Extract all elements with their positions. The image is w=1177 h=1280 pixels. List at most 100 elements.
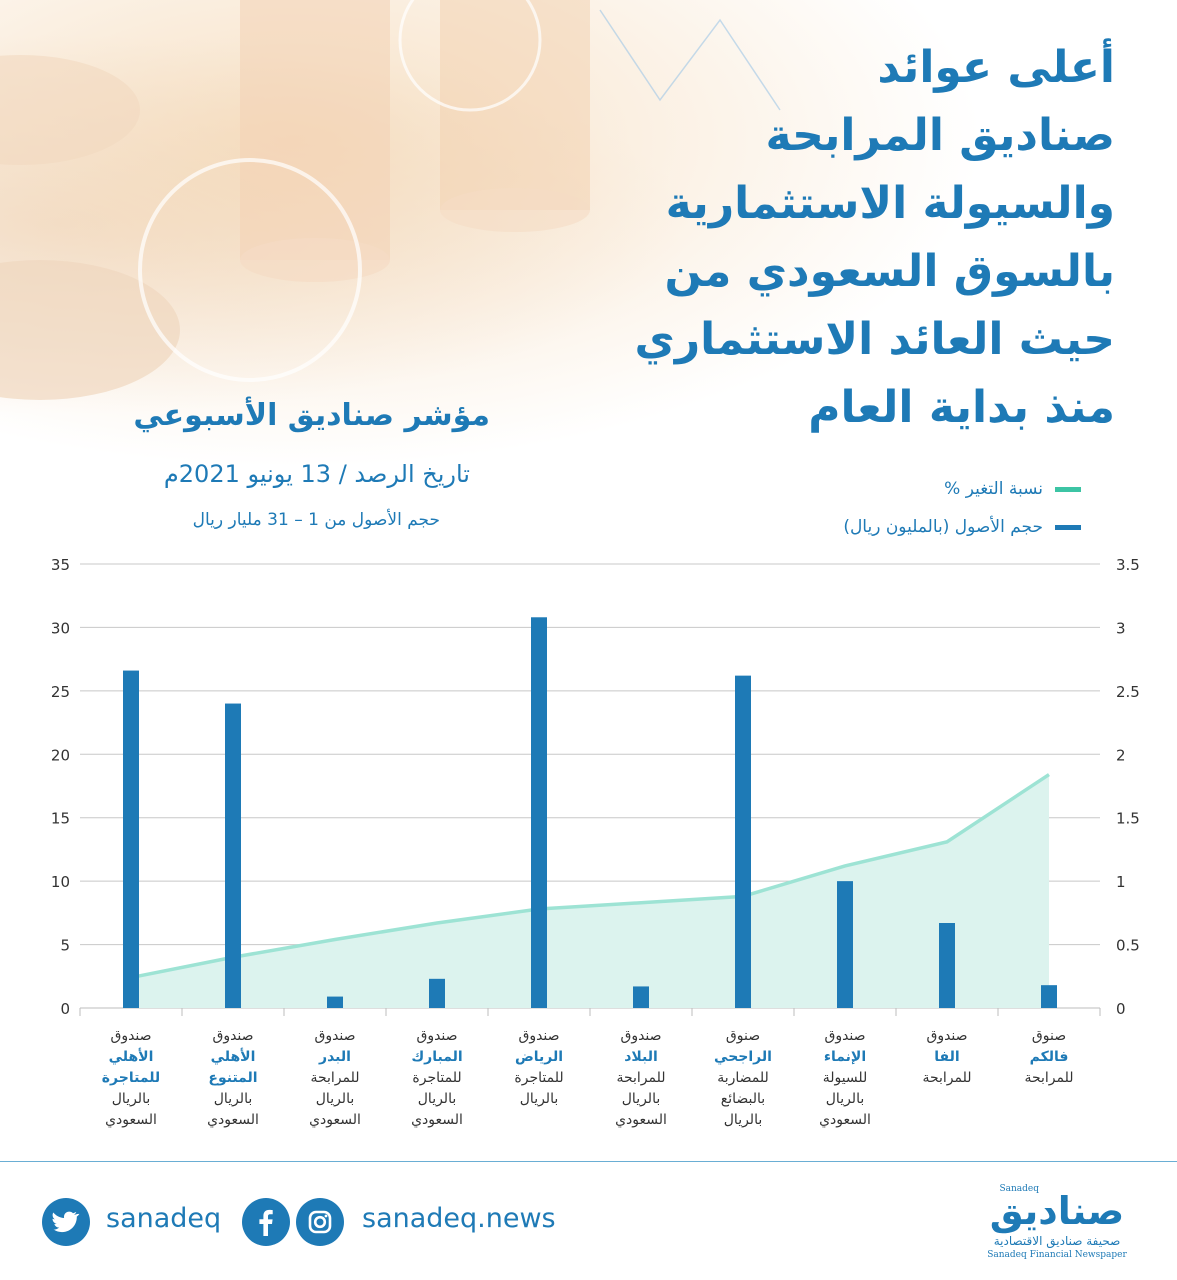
logo-subtitle: صحيفة صناديق الاقتصادية	[993, 1234, 1121, 1248]
category-label-line: للمتاجرة	[101, 1070, 161, 1086]
category-label-line: فالكم	[1029, 1049, 1069, 1065]
website-link[interactable]: sanadeq.news	[362, 1203, 556, 1234]
category-label-line: صندوق	[416, 1028, 458, 1044]
footer-divider	[0, 1161, 1177, 1162]
y-tick-left: 5	[60, 937, 70, 955]
logo-english: Sanadeq Financial Newspaper	[987, 1250, 1127, 1260]
category-label-line: بالريال	[723, 1112, 763, 1128]
category-label-line: بالريال	[417, 1091, 457, 1107]
coins-background-illustration	[0, 0, 781, 400]
category-label-line: المبارك	[411, 1049, 463, 1065]
category-label-line: للمرابحة	[922, 1070, 972, 1086]
category-label: صندوق الرياض للمتاجرة بالريال	[487, 1026, 591, 1110]
category-label-line: صنوق	[725, 1028, 761, 1044]
category-label-line: الراجحي	[714, 1049, 772, 1065]
headline-line: حيث العائد الاستثماري	[634, 314, 1116, 365]
category-label-line: البلاد	[624, 1049, 658, 1065]
logo-wordmark: صناديق	[989, 1189, 1125, 1233]
legend-item-change: نسبة التغير %	[761, 474, 1081, 504]
category-label-line: بالريال	[213, 1091, 253, 1107]
category-label-line: السعودي	[819, 1112, 871, 1128]
headline-line: منذ بداية العام	[808, 382, 1115, 433]
headline-line: صناديق المرابحة	[765, 110, 1115, 161]
category-label-line: للمرابحة	[616, 1070, 666, 1086]
y-tick-left: 15	[51, 810, 70, 828]
twitter-icon[interactable]	[42, 1198, 90, 1246]
y-tick-left: 35	[51, 556, 70, 574]
category-label-line: البدر	[319, 1049, 351, 1065]
y-tick-left: 0	[60, 1000, 70, 1018]
category-label-line: الإنماء	[823, 1049, 867, 1065]
category-label-line: صنوق	[1031, 1028, 1067, 1044]
asset-bar	[531, 617, 547, 1008]
category-label-line: بالريال	[825, 1091, 865, 1107]
asset-bar	[225, 703, 241, 1008]
y-tick-left: 10	[51, 873, 70, 891]
category-label-line: للمضاربة	[717, 1070, 769, 1086]
category-label-line: للمرابحة	[310, 1070, 360, 1086]
logo-tag: Sanadeq	[999, 1184, 1039, 1194]
category-label-line: بالريال	[519, 1091, 559, 1107]
category-label-line: للمتاجرة	[412, 1070, 462, 1086]
category-label-line: المتنوع	[208, 1070, 258, 1086]
category-label-line: الأهلي	[108, 1049, 154, 1065]
y-tick-right: 2	[1116, 746, 1126, 764]
y-tick-left: 20	[51, 746, 70, 764]
sanadeq-logo: Sanadeq صناديق صحيفة صناديق الاقتصادية S…	[977, 1184, 1137, 1266]
y-tick-right: 1	[1116, 873, 1126, 891]
category-label-line: بالريال	[621, 1091, 661, 1107]
category-label-line: صندوق	[518, 1028, 560, 1044]
y-tick-right: 0.5	[1116, 937, 1140, 955]
category-label-line: بالبضائع	[720, 1091, 766, 1107]
category-label-line: صندوق	[620, 1028, 662, 1044]
y-tick-right: 3.5	[1116, 556, 1140, 574]
legend-label-assets: حجم الأصول (بالمليون ريال)	[843, 517, 1043, 537]
category-label-line: للمتاجرة	[514, 1070, 564, 1086]
asset-bar	[633, 986, 649, 1008]
asset-bar	[429, 978, 445, 1008]
asset-bar	[1041, 985, 1057, 1008]
category-label-line: بالريال	[111, 1091, 151, 1107]
headline: أعلى عوائد صناديق المرابحة والسيولة الاس…	[555, 34, 1116, 442]
category-label: صنوق الراجحي للمضاربة بالبضائع بالريال	[691, 1026, 795, 1131]
category-label: صندوق الأهلي للمتاجرة بالريال السعودي	[79, 1026, 183, 1131]
y-tick-right: 0	[1116, 1000, 1126, 1018]
asset-bar	[837, 881, 853, 1008]
asset-range-note: حجم الأصول من 1 – 31 مليار ريال	[192, 510, 440, 530]
asset-bar	[939, 923, 955, 1008]
category-label: صنوق فالكم للمرابحة	[997, 1026, 1101, 1089]
asset-bar	[735, 675, 751, 1008]
category-label: صندوق البدر للمرابحة بالريال السعودي	[283, 1026, 387, 1131]
category-label-line: الفا	[934, 1049, 960, 1065]
category-label-line: صندوق	[926, 1028, 968, 1044]
category-label-line: للسيولة	[822, 1070, 868, 1086]
category-label: صندوق الفا للمرابحة	[895, 1026, 999, 1089]
category-label: صندوق البلاد للمرابحة بالريال السعودي	[589, 1026, 693, 1131]
category-label-line: السعودي	[411, 1112, 463, 1128]
category-label-line: السعودي	[207, 1112, 259, 1128]
category-label-line: صندوق	[110, 1028, 152, 1044]
asset-bar	[123, 670, 139, 1008]
headline-line: والسيولة الاستثمارية	[665, 178, 1115, 229]
category-label-line: بالريال	[315, 1091, 355, 1107]
twitter-handle[interactable]: sanadeq	[106, 1203, 222, 1234]
legend-swatch-change	[1055, 486, 1081, 492]
y-tick-right: 1.5	[1116, 810, 1140, 828]
change-area	[131, 774, 1049, 1008]
category-label-line: السعودي	[309, 1112, 361, 1128]
y-tick-right: 2.5	[1116, 683, 1140, 701]
category-label-line: الأهلي	[210, 1049, 256, 1065]
headline-line: أعلى عوائد	[877, 42, 1115, 93]
category-label-line: صندوق	[212, 1028, 254, 1044]
category-label-line: صندوق	[824, 1028, 866, 1044]
category-label: صندوق المبارك للمتاجرة بالريال السعودي	[385, 1026, 489, 1131]
category-label-line: السعودي	[105, 1112, 157, 1128]
facebook-icon[interactable]	[242, 1198, 290, 1246]
headline-line: بالسوق السعودي من	[664, 246, 1115, 297]
asset-bar	[327, 996, 343, 1008]
category-label-line: للمرابحة	[1024, 1070, 1074, 1086]
instagram-icon[interactable]	[296, 1198, 344, 1246]
change-line	[130, 773, 1050, 980]
hero-background	[0, 0, 1177, 560]
category-label-line: السعودي	[615, 1112, 667, 1128]
